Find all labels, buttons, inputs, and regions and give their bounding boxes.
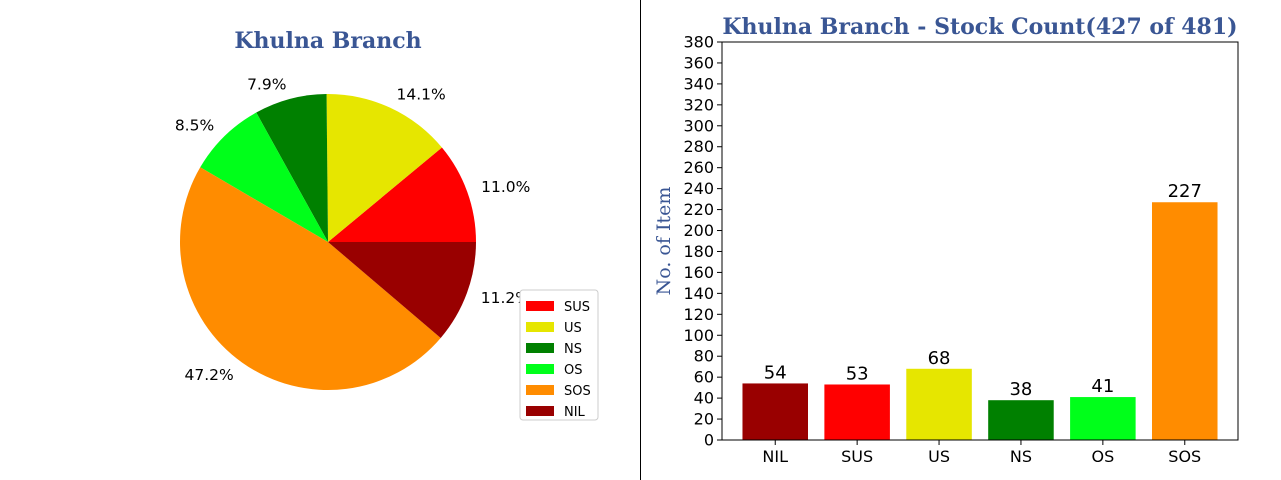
x-ticks: NIL SUS US NS OS SOS <box>762 440 1201 466</box>
bar-nil <box>742 383 808 440</box>
legend-swatch-nil <box>526 406 554 416</box>
pie-percent-label-sos: 47.2% <box>185 366 234 384</box>
legend-label-sos: SOS <box>564 384 591 399</box>
legend-swatch-sos <box>526 385 554 395</box>
y-tick-label: 360 <box>683 53 714 72</box>
bar-sus <box>824 384 890 440</box>
legend-label-ns: NS <box>564 342 582 357</box>
bar-value-label-nil: 54 <box>764 362 787 383</box>
y-ticks: 0 20 40 60 80 100 120 140 160 180 200 220 240 260 280 3… <box>683 33 722 450</box>
pie-percent-label-os: 8.5% <box>175 117 214 135</box>
pie-slice-sos <box>179 167 441 391</box>
pie-legend: SUS US NS OS SOS NIL <box>519 289 599 421</box>
bar-value-label-ns: 38 <box>1009 379 1032 400</box>
legend-label-sus: SUS <box>564 300 590 315</box>
legend-label-us: US <box>564 321 582 336</box>
x-tick-label-us: US <box>928 447 950 466</box>
y-tick-label: 120 <box>683 305 714 324</box>
pie-slice-os <box>200 112 328 242</box>
pie-percent-label-sus: 11.0% <box>481 178 530 196</box>
y-tick-label: 20 <box>694 410 714 429</box>
y-tick-label: 320 <box>683 95 714 114</box>
bar-sos <box>1152 202 1218 440</box>
pie-slice-nil <box>328 242 476 338</box>
legend-swatch-ns <box>526 343 554 353</box>
legend-swatch-sus <box>526 301 554 311</box>
legend-swatch-us <box>526 322 554 332</box>
bar-value-label-os: 41 <box>1091 376 1114 397</box>
bar-value-label-us: 68 <box>928 348 951 369</box>
y-tick-label: 160 <box>683 263 714 282</box>
x-tick-label-nil: NIL <box>762 447 788 466</box>
pie-percent-labels: 11.0% 14.1% 7.9% 8.5% 47.2% 11.2% <box>175 76 531 384</box>
pie-percent-label-us: 14.1% <box>397 85 446 103</box>
y-tick-label: 60 <box>694 368 714 387</box>
legend-label-nil: NIL <box>564 405 586 420</box>
legend-swatch-os <box>526 364 554 374</box>
pie-percent-label-nil: 11.2% <box>481 289 530 307</box>
y-tick-label: 140 <box>683 284 714 303</box>
x-tick-label-sus: SUS <box>841 447 873 466</box>
pie-slice-us <box>326 94 442 242</box>
y-tick-label: 340 <box>683 74 714 93</box>
y-tick-label: 280 <box>683 137 714 156</box>
y-tick-label: 100 <box>683 326 714 345</box>
x-tick-label-os: OS <box>1091 447 1114 466</box>
y-tick-label: 240 <box>683 179 714 198</box>
bar-chart: Khulna Branch - Stock Count(427 of 481) … <box>653 14 1239 466</box>
bars <box>742 202 1218 440</box>
x-tick-label-ns: NS <box>1010 447 1032 466</box>
bar-value-label-sos: 227 <box>1168 181 1202 202</box>
pie-percent-label-ns: 7.9% <box>247 76 286 94</box>
y-tick-label: 300 <box>683 116 714 135</box>
bar-ns <box>988 400 1054 440</box>
axes <box>721 41 1239 441</box>
x-tick-label-sos: SOS <box>1168 447 1201 466</box>
bar-us <box>906 368 972 440</box>
pie-slice-ns <box>256 94 328 242</box>
bar-os <box>1070 397 1136 440</box>
pie-chart: Khulna Branch 11.0%14.1%7.9%8.5%47.2%11.… <box>175 28 599 421</box>
y-axis-label: No. of Item <box>653 187 675 296</box>
legend-label-os: OS <box>564 363 582 378</box>
plot-frame <box>721 41 1239 441</box>
y-tick-label: 0 <box>704 431 714 450</box>
y-tick-label: 80 <box>694 347 714 366</box>
y-tick-label: 220 <box>683 200 714 219</box>
pie-slice-sus <box>328 147 476 242</box>
y-tick-label: 40 <box>694 389 714 408</box>
bar-value-label-sus: 53 <box>846 363 869 384</box>
y-tick-label: 200 <box>683 221 714 240</box>
y-tick-label: 180 <box>683 242 714 261</box>
y-tick-label: 380 <box>683 33 714 52</box>
pie-slices <box>179 94 476 391</box>
pie-chart-title: Khulna Branch <box>234 28 421 54</box>
bar-chart-title: Khulna Branch - Stock Count(427 of 481) <box>722 14 1237 40</box>
bar-data-labels: 54 53 68 38 41 227 <box>764 181 1202 400</box>
y-tick-label: 260 <box>683 158 714 177</box>
